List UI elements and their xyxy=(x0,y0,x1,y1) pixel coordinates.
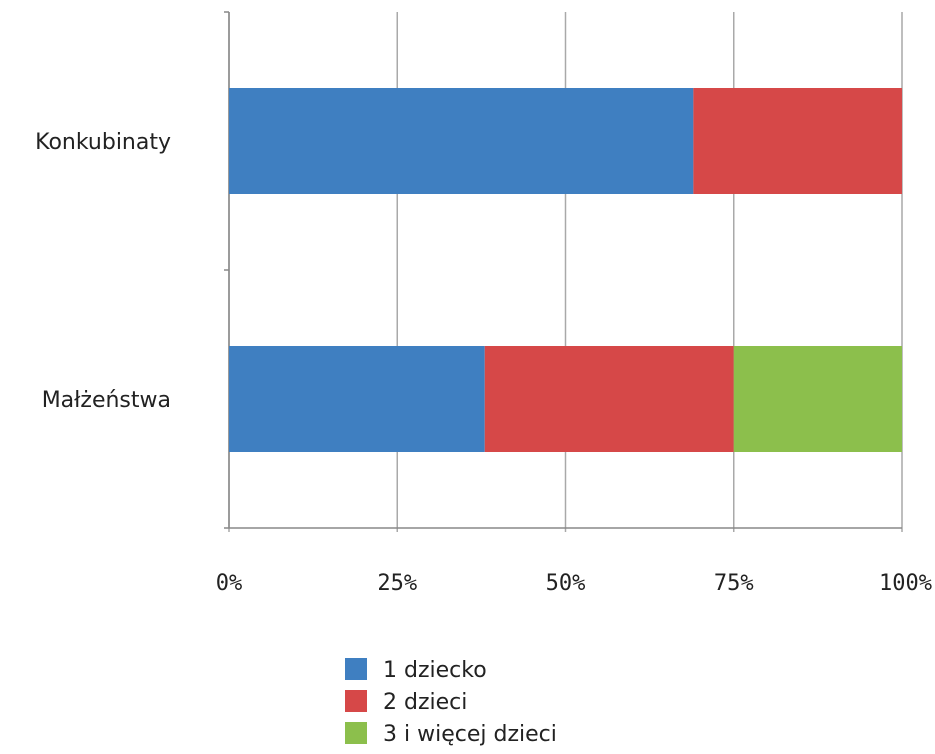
bar-konkubinaty-series-1 xyxy=(229,88,694,194)
x-tick-label-3: 75% xyxy=(714,571,754,596)
x-tick-label-4: 100% xyxy=(879,571,932,596)
bar-konkubinaty-series-2 xyxy=(693,88,902,194)
bars xyxy=(229,88,902,452)
x-tick-label-0: 0% xyxy=(216,571,243,596)
category-labels: Konkubinaty Małżeństwa xyxy=(35,130,171,413)
x-tick-label-1: 25% xyxy=(377,571,417,596)
legend-label-2: 2 dzieci xyxy=(383,690,467,715)
legend-swatch-2 xyxy=(345,690,367,712)
x-tick-label-2: 50% xyxy=(546,571,586,596)
bar-małżeństwa-series-1 xyxy=(229,346,485,452)
legend-swatch-3 xyxy=(345,722,367,744)
x-tick-labels: 0% 25% 50% 75% 100% xyxy=(216,571,932,596)
category-label-2: Małżeństwa xyxy=(42,388,171,413)
legend: 1 dziecko 2 dzieci 3 i więcej dzieci xyxy=(345,658,557,747)
legend-label-3: 3 i więcej dzieci xyxy=(383,722,557,747)
category-label-1: Konkubinaty xyxy=(35,130,171,155)
legend-swatch-1 xyxy=(345,658,367,680)
legend-label-1: 1 dziecko xyxy=(383,658,487,683)
bar-małżeństwa-series-3 xyxy=(733,346,902,452)
bar-małżeństwa-series-2 xyxy=(484,346,734,452)
